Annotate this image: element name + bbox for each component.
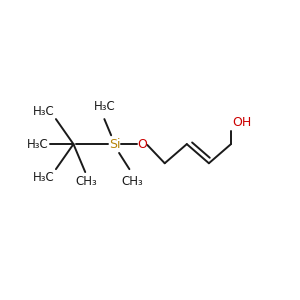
Text: O: O	[138, 138, 148, 151]
Text: H₃C: H₃C	[33, 105, 55, 118]
Text: H₃C: H₃C	[94, 100, 115, 113]
Text: Si: Si	[109, 138, 120, 151]
Text: OH: OH	[232, 116, 252, 129]
Text: H₃C: H₃C	[27, 138, 49, 151]
Text: CH₃: CH₃	[76, 175, 98, 188]
Text: H₃C: H₃C	[33, 171, 55, 184]
Text: CH₃: CH₃	[122, 175, 143, 188]
